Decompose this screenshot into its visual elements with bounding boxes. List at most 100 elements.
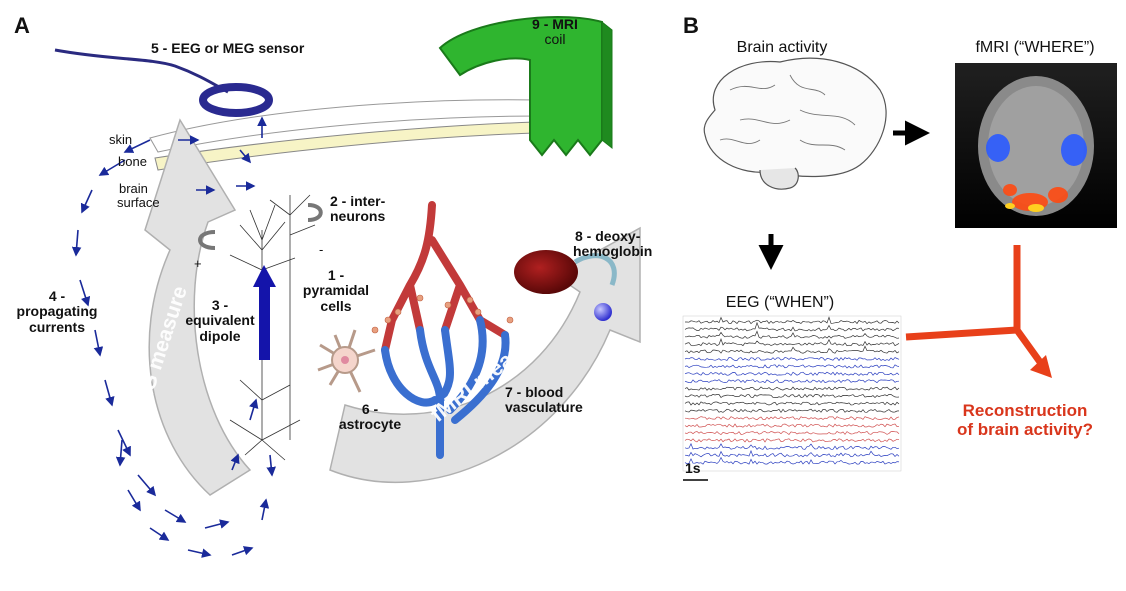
equivalent-dipole-head <box>253 265 276 287</box>
blood-label-line2: vasculature <box>505 399 583 416</box>
brain-activity-label: Brain activity <box>736 39 828 56</box>
eeg-trace-box <box>682 315 902 472</box>
panel-label-a: A <box>14 13 30 38</box>
current-arrow <box>249 398 259 421</box>
panel-label-b: B <box>683 13 699 38</box>
current-arrow <box>266 454 276 477</box>
propagating-label-line1: 4 - <box>48 288 66 304</box>
interneurons-label: 2 - inter- neurons <box>330 193 386 225</box>
brain-surface-label-line2: surface <box>117 195 160 211</box>
interneurons-label-line1: 2 - inter- <box>330 193 386 209</box>
deoxy-sphere <box>594 303 612 321</box>
dipole-minus-sign: - <box>319 242 324 257</box>
reconstruction-line2: of brain activity? <box>956 419 1094 439</box>
current-arrow <box>204 519 230 529</box>
fmri-brain-inner <box>988 86 1084 206</box>
equivalent-dipole-shaft <box>259 285 270 360</box>
astrocyte-label-line1: 6 - <box>361 401 379 417</box>
fmri-where-label: fMRI (“WHERE”) <box>975 39 1095 56</box>
interneuron-swirl-right <box>307 203 323 222</box>
blood-vasculature-label: 7 - blood vasculature <box>505 384 583 416</box>
propagating-currents <box>71 116 276 558</box>
eeg-sensor-cable <box>54 48 229 94</box>
current-arrow <box>71 229 82 257</box>
dipole-plus-sign: + <box>194 256 202 271</box>
fmri-activation-blue <box>986 134 1087 166</box>
eeg-channel-trace <box>685 330 900 339</box>
eeg-measure-arrow <box>144 118 252 496</box>
mri-coil-side <box>601 20 613 150</box>
eeg-channel-trace <box>684 438 900 443</box>
reconstruction-arrow-horizontal <box>905 326 1018 341</box>
astrocyte-cell <box>317 329 376 393</box>
current-arrow <box>231 546 254 556</box>
brain-drawing <box>703 57 887 190</box>
eeg-channel-trace <box>684 449 900 458</box>
eeg-channel-trace <box>684 401 900 406</box>
reconstruction-line1: Reconstruction <box>962 401 1088 420</box>
eeg-channel-trace <box>684 364 900 369</box>
current-arrow <box>123 139 151 153</box>
eeg-channel-trace <box>684 345 900 354</box>
equivalent-dipole-label: 3 - equivalent dipole <box>180 297 260 344</box>
current-arrow <box>98 159 126 176</box>
current-arrow <box>117 429 131 457</box>
interneurons-label-line2: neurons <box>330 208 386 225</box>
brain-surface-label-line1: brain <box>119 181 148 196</box>
deoxy-label-line1: 8 - deoxy- <box>575 228 641 244</box>
current-arrow <box>93 329 104 357</box>
pyramidal-label-line3: cells <box>320 297 352 314</box>
pyramidal-label-line2: pyramidal <box>302 282 370 299</box>
reconstruction-arrow-head <box>1030 355 1052 378</box>
current-arrow <box>230 453 240 471</box>
eeg-channel-trace <box>684 416 900 421</box>
eeg-sensor-label: 5 - EEG or MEG sensor <box>151 40 305 56</box>
dipole-label-line3: dipole <box>199 327 241 344</box>
eeg-channel-trace <box>684 393 900 398</box>
current-arrow <box>127 489 141 512</box>
propagating-currents-label: 4 - propagating currents <box>2 288 112 335</box>
eeg-when-label: EEG (“WHEN”) <box>725 294 835 311</box>
reconstruction-question: Reconstruction of brain activity? <box>955 401 1095 439</box>
propagating-label-line3: currents <box>28 318 86 335</box>
current-arrow <box>164 509 187 523</box>
pyramidal-label-line1: 1 - <box>327 267 345 283</box>
eeg-channel-trace <box>684 337 900 347</box>
current-arrow <box>104 379 115 407</box>
oxygen-particles <box>371 294 514 334</box>
mri-coil-label-line1: 9 - MRI <box>532 16 578 32</box>
eeg-channel-trace <box>684 430 900 436</box>
eeg-channel-trace <box>684 456 900 465</box>
eeg-channel-trace <box>684 371 900 376</box>
mri-coil-label: 9 - MRI coil <box>520 16 590 48</box>
mri-coil-label-line2: coil <box>544 31 566 48</box>
deoxy-arrow <box>573 253 617 286</box>
eeg-sensor-ring <box>199 83 273 117</box>
eeg-channel-trace <box>684 321 900 332</box>
astrocyte-label-line2: astrocyte <box>338 416 402 433</box>
mri-coil <box>438 16 603 157</box>
eeg-channel-trace <box>684 386 900 391</box>
eeg-scale-label: 1s <box>685 460 701 476</box>
fmri-activation-yellow <box>1005 203 1044 212</box>
brain-surface-label: brain surface <box>117 181 160 211</box>
astrocyte-label: 6 - astrocyte <box>330 401 410 433</box>
deoxyhemoglobin-label: 8 - deoxy- hemoglobin <box>573 228 652 260</box>
current-arrow <box>187 548 212 558</box>
current-arrow <box>115 439 126 467</box>
dipole-label-line2: equivalent <box>185 312 255 329</box>
pyramidal-cells-label: 1 - pyramidal cells <box>296 267 376 314</box>
current-arrow <box>80 189 93 214</box>
blood-label-line1: 7 - blood <box>505 384 564 400</box>
eeg-channel-trace <box>684 442 900 450</box>
eeg-traces <box>684 316 900 465</box>
propagating-label-line2: propagating <box>16 303 98 320</box>
eeg-channel-trace <box>684 423 900 428</box>
bone-label: bone <box>118 154 147 169</box>
skin-label: skin <box>109 132 133 147</box>
eeg-channel-trace <box>684 379 900 384</box>
interneuron-swirl-left <box>198 230 216 250</box>
eeg-channel-trace <box>684 408 900 414</box>
dipole-label-line1: 3 - <box>211 297 229 313</box>
